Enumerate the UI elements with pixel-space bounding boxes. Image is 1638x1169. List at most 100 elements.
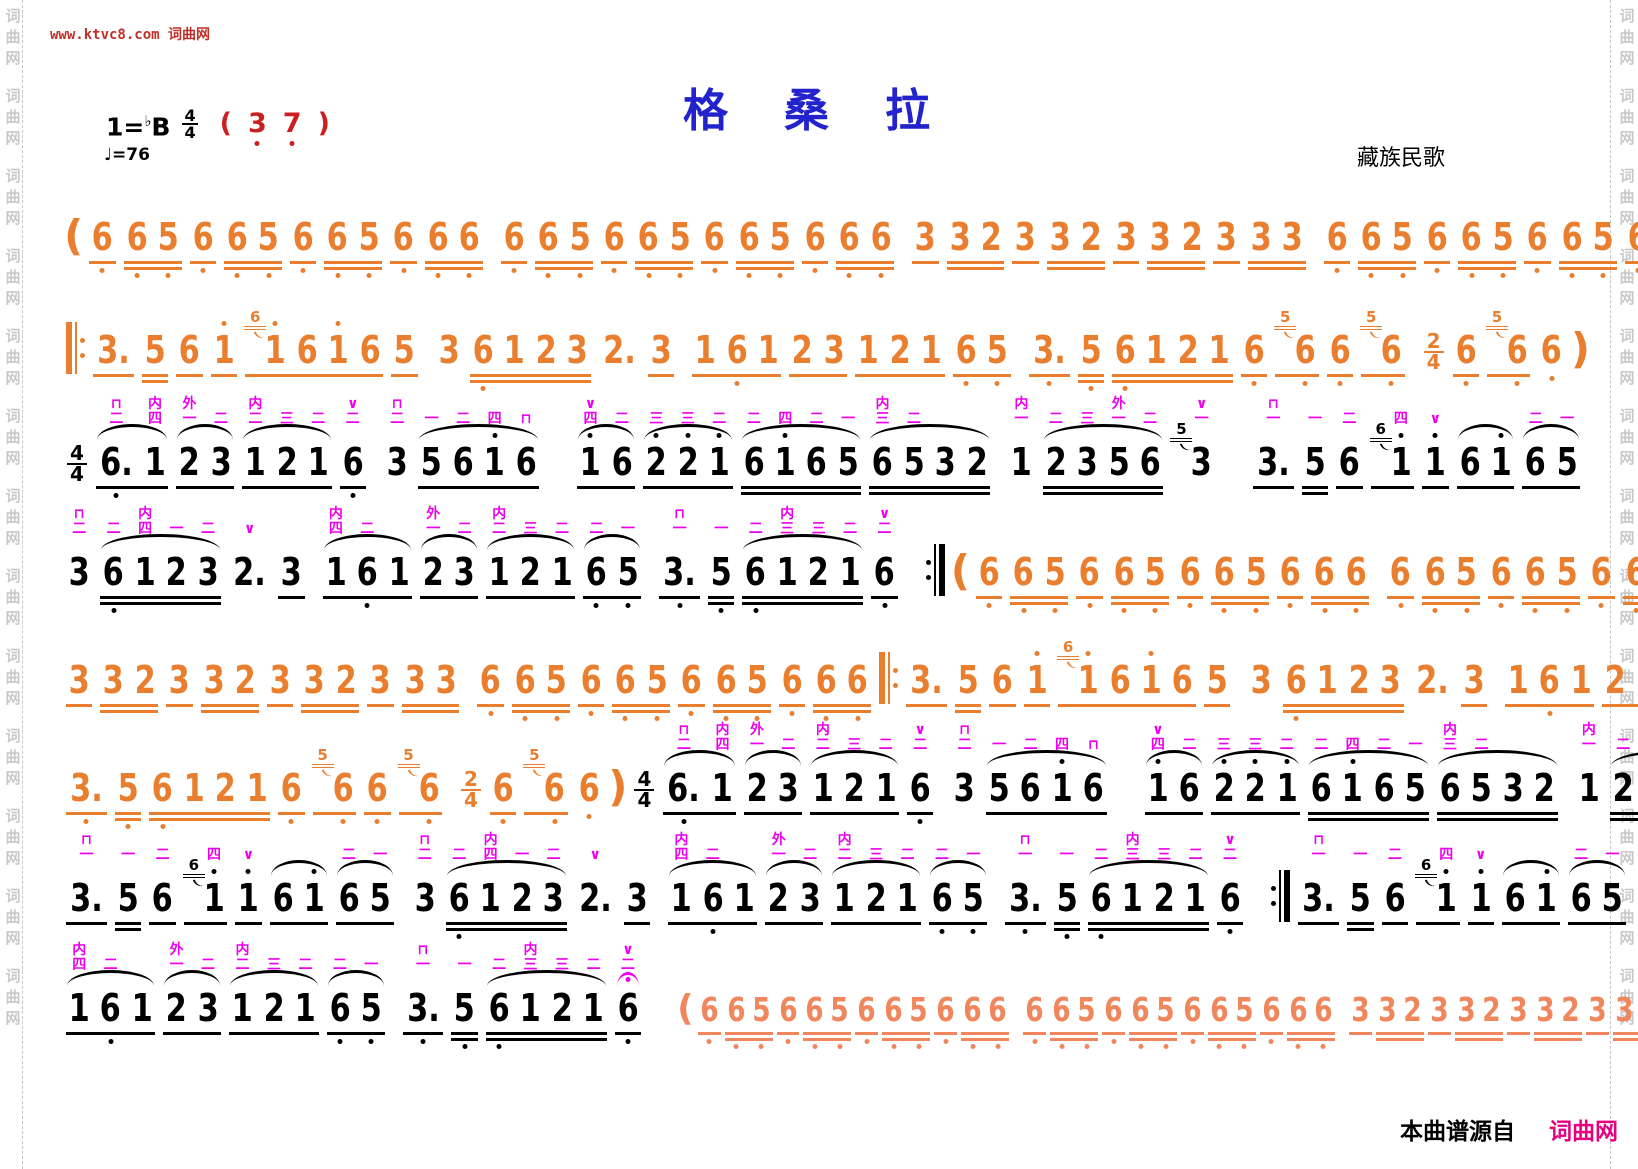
note-digit: 6	[280, 766, 302, 810]
beam-underline	[1058, 704, 1196, 707]
octave-dot-low	[1514, 381, 1520, 386]
finger-annotation: 二	[589, 521, 604, 537]
note-token: 3	[932, 442, 958, 482]
grace-note: 5	[523, 748, 547, 779]
score-element: 4	[70, 462, 84, 486]
finger-annotation: 一	[714, 521, 729, 537]
beam-underline	[1588, 596, 1615, 599]
beam-underline	[954, 710, 982, 713]
finger-annotation: 四	[207, 847, 222, 863]
note-token: 2	[1401, 992, 1424, 1028]
note-token: 5	[750, 992, 773, 1049]
note-digit: 1	[708, 440, 730, 484]
note-group: 6	[289, 217, 317, 273]
note-digit: 2	[276, 440, 298, 484]
note-digit: 1	[896, 876, 919, 920]
beam-underline	[1110, 602, 1169, 605]
beam-underline	[89, 261, 116, 264]
note-token: 6	[576, 768, 602, 819]
beam-underline	[401, 704, 460, 707]
note-digit: 3	[954, 766, 976, 810]
note-digit: 1	[203, 876, 225, 920]
octave-dot-low	[1087, 603, 1093, 608]
note-group: 6	[1624, 217, 1638, 273]
finger-annotation: 二	[900, 847, 915, 863]
note-digit: 6	[1114, 328, 1136, 372]
note-digit: 6	[704, 215, 726, 259]
note-token: 6	[535, 217, 561, 278]
octave-dot-low	[994, 381, 1000, 386]
octave-dot-low	[1021, 608, 1027, 613]
note-digit: 3	[1463, 658, 1485, 702]
grace-note: 5	[397, 748, 421, 779]
beam-underline	[1311, 602, 1370, 605]
note-digit: 6	[1219, 876, 1241, 920]
note-digit: 1	[1578, 766, 1600, 810]
note-token: 1	[755, 330, 781, 370]
beam-underline	[114, 922, 142, 925]
beam-underline	[312, 812, 357, 815]
note-token: 6	[456, 217, 482, 278]
note-digit: 6	[936, 990, 955, 1029]
finger-annotation: 内三	[1125, 832, 1140, 863]
note-digit: 6	[909, 766, 931, 810]
note-group: 6	[697, 992, 721, 1044]
note-digit: 2	[980, 215, 1002, 259]
note-token: 3 ⊓ 二	[66, 507, 92, 593]
note-digit: 3	[103, 658, 125, 702]
beam-underline	[1053, 922, 1080, 925]
note-token: 1	[1206, 330, 1232, 370]
beam-underline	[1023, 704, 1051, 707]
note-digit: 1	[711, 766, 734, 810]
octave-dot-low	[625, 1039, 631, 1044]
finger-annotation: ⊓ 二	[957, 722, 972, 753]
note-digit: 1	[1570, 658, 1592, 702]
score-element	[1284, 870, 1291, 922]
slur-arc	[177, 424, 234, 440]
watermark-text: 词曲网	[5, 247, 21, 307]
finger-annotation: 一	[1605, 847, 1620, 863]
beam-underline	[326, 1032, 385, 1035]
finger-annotation: 一	[1560, 411, 1575, 427]
source-site-link[interactable]: 词曲网	[1549, 1119, 1618, 1145]
finger-annotation: 内一	[1581, 722, 1596, 753]
repeat-dot	[892, 683, 898, 688]
finger-annotation: ⊓	[520, 411, 532, 427]
finger-annotation: 外一	[771, 832, 786, 863]
watermark-text: 词曲网	[5, 887, 21, 947]
beam-underline	[66, 1032, 156, 1035]
note-digit: 1	[244, 440, 266, 484]
site-link[interactable]: www.ktvc8.com 词曲网	[50, 27, 211, 43]
note-digit: 3	[949, 215, 971, 259]
note-digit: 2	[134, 658, 156, 702]
beam-underline	[1023, 1032, 1047, 1035]
note-digit: 2	[234, 658, 257, 702]
beam-underline	[1077, 374, 1104, 377]
finger-annotation: 二	[1474, 737, 1489, 753]
note-group: 6 ∨ 二	[871, 507, 898, 608]
note-digit: 6	[1082, 766, 1105, 810]
note-digit: 3.	[663, 550, 696, 594]
watermark-text: 词曲网	[1619, 807, 1635, 867]
beam-underline	[1004, 922, 1046, 925]
note-token: 5	[828, 992, 851, 1049]
note-digit: 5	[117, 766, 139, 810]
note-digit: 3	[914, 215, 936, 259]
note-digit: 3	[1251, 658, 1273, 702]
octave-dot-high	[1443, 869, 1449, 874]
note-group: 6	[477, 660, 504, 716]
finger-annotation: 一	[841, 411, 856, 427]
finger-annotation: ⊓ 二	[109, 396, 124, 427]
note-digit: 6	[503, 215, 525, 259]
slur-arc	[101, 534, 221, 550]
note-token: 6	[961, 992, 984, 1049]
watermark-text: 词曲网	[1619, 7, 1635, 67]
slur-arc	[1523, 424, 1580, 440]
